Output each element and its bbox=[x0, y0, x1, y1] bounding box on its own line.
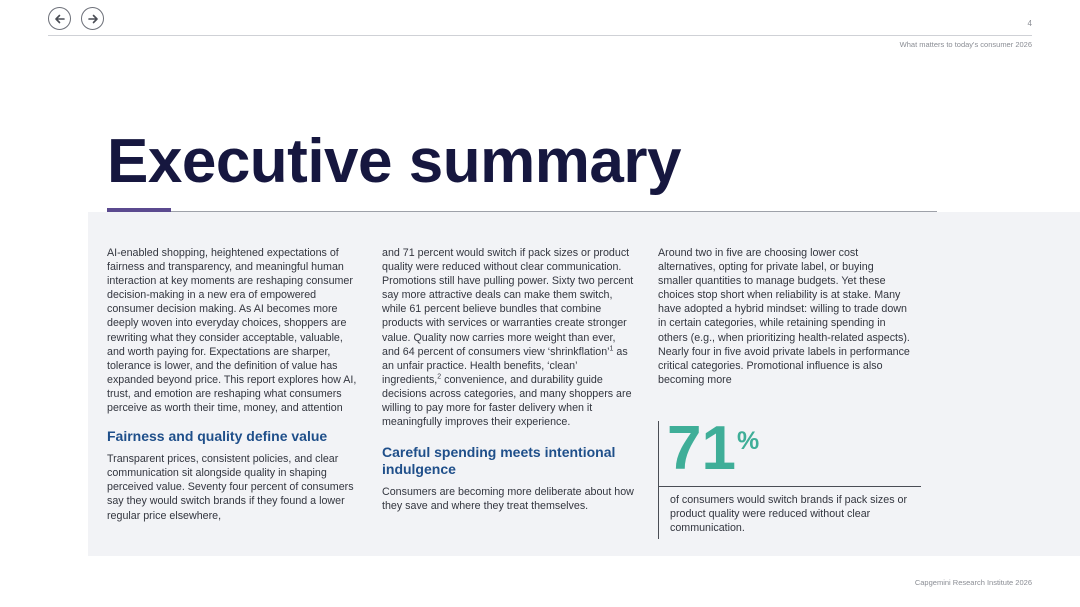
value-text-c: convenience, and durability guide decisi… bbox=[382, 373, 632, 429]
value-text-b: as an unfair practice. Health benefits, … bbox=[382, 345, 628, 386]
text-column-1: AI-enabled shopping, heightened expectat… bbox=[107, 246, 359, 523]
running-title: What matters to today's consumer 2026 bbox=[899, 40, 1032, 49]
stat-callout: 71 % of consumers would switch brands if… bbox=[658, 414, 921, 539]
title-accent-bar bbox=[107, 208, 171, 212]
section-heading-fairness: Fairness and quality define value bbox=[107, 428, 328, 445]
previous-page-button[interactable] bbox=[48, 7, 71, 30]
next-page-button[interactable] bbox=[81, 7, 104, 30]
arrow-left-icon bbox=[54, 14, 65, 23]
hybrid-paragraph: Around two in five are choosing lower co… bbox=[658, 247, 910, 386]
stat-divider bbox=[659, 486, 921, 487]
arrow-right-icon bbox=[87, 14, 98, 23]
page-title: Executive summary bbox=[107, 127, 681, 196]
intro-paragraph: AI-enabled shopping, heightened expectat… bbox=[107, 247, 357, 415]
page-number: 4 bbox=[1027, 19, 1032, 28]
header-divider bbox=[48, 35, 1032, 36]
content-panel bbox=[88, 212, 1080, 556]
value-text-a: and 71 percent would switch if pack size… bbox=[382, 247, 634, 358]
text-column-3: Around two in five are choosing lower co… bbox=[658, 246, 910, 387]
footer-credit: Capgemini Research Institute 2026 bbox=[914, 578, 1032, 587]
title-divider bbox=[171, 211, 937, 212]
spending-paragraph: Consumers are becoming more deliberate a… bbox=[382, 486, 634, 513]
text-column-2: and 71 percent would switch if pack size… bbox=[382, 246, 634, 513]
section-heading-spending: Careful spending meets intentional indul… bbox=[382, 444, 616, 478]
fairness-paragraph: Transparent prices, consistent policies,… bbox=[107, 453, 354, 522]
stat-unit: % bbox=[737, 427, 760, 455]
stat-caption: of consumers would switch brands if pack… bbox=[670, 494, 908, 535]
footnote-ref-2[interactable]: 2 bbox=[437, 373, 442, 381]
value-paragraph: and 71 percent would switch if pack size… bbox=[382, 246, 634, 429]
stat-value: 71 bbox=[667, 414, 736, 483]
footnote-ref-1[interactable]: 1 bbox=[609, 345, 614, 353]
